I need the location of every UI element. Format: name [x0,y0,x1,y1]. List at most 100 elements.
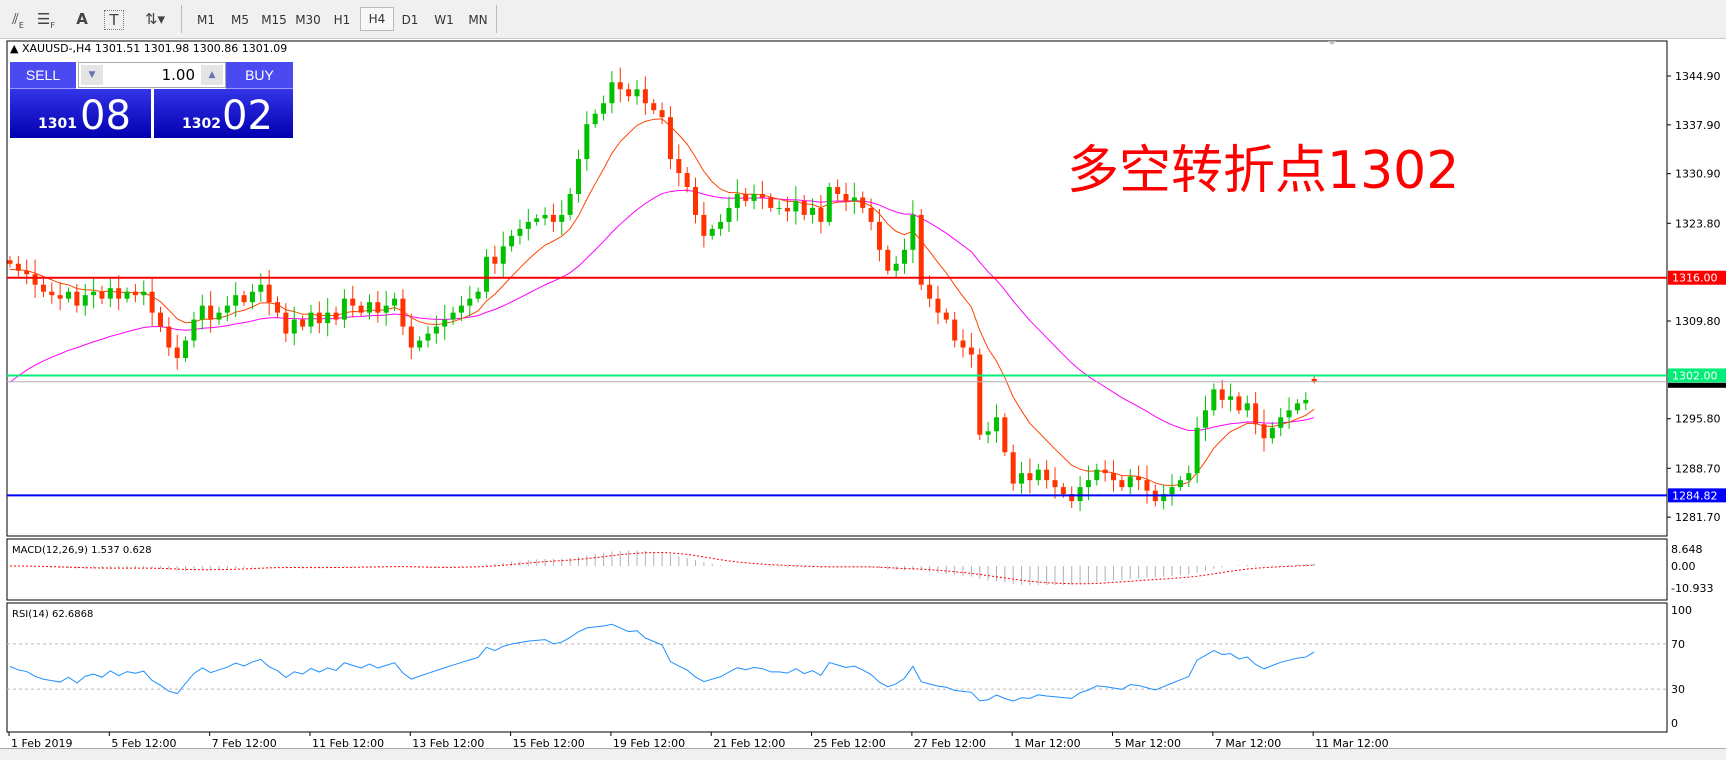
buy-button[interactable]: BUY [226,62,293,89]
candle [116,275,122,311]
arrows-dropdown-icon[interactable]: ⇅▾ [144,10,166,28]
candle [224,296,230,322]
candle [216,306,222,325]
candle [843,182,849,211]
candle [316,301,322,334]
rsi-label: RSI(14) 62.6868 [12,609,93,620]
candle [1144,465,1150,504]
chart-canvas[interactable]: 1344.90 1337.90 1330.90 1323.80 1309.80 1295.… [0,38,1726,748]
support-line-label: 1284.82 [1672,489,1718,502]
candle [492,245,498,274]
candle-body [960,340,966,348]
candle-body [91,291,97,296]
candle [249,284,255,310]
candle [567,188,573,221]
candle [1177,475,1183,491]
candle-body [484,256,490,292]
timeframe-mn[interactable]: MN [468,13,488,27]
buy-price[interactable]: 1302 02 [154,89,293,138]
price-axis-label: 1288.70 [1675,462,1721,475]
ma-slow-line [9,189,1315,432]
price-axis-label: 1337.90 [1675,119,1721,132]
candle [1019,461,1025,494]
rsi-pane [6,602,1668,733]
candle-body [1077,487,1083,502]
candle [275,296,281,318]
candle-body [810,207,816,215]
timeframe-m5[interactable]: M5 [231,13,249,27]
candle-body [417,340,423,348]
candle [392,292,398,311]
timeframe-m30[interactable]: M30 [295,13,321,27]
candle-body [149,291,155,313]
time-axis-label: 1 Mar 12:00 [1014,737,1080,748]
candle-body [375,302,381,313]
candle-body [82,295,88,306]
candle [375,290,381,323]
candle [283,303,289,343]
rsi-axis-label: 0 [1671,717,1678,730]
candle [1169,474,1175,506]
candle-body [1169,487,1175,495]
candle-body [567,193,573,215]
time-axis-label: 7 Mar 12:00 [1215,737,1281,748]
text-icon[interactable]: A [76,10,88,28]
candle [709,224,715,240]
timeframe-h4[interactable]: H4 [360,7,394,31]
timeframe-m15[interactable]: M15 [261,13,287,27]
sell-button[interactable]: SELL [10,62,76,89]
candle-body [918,214,924,285]
candle [442,304,448,340]
fibonacci-icon[interactable]: ☰F [36,10,56,30]
text-label-icon[interactable]: T [104,10,124,30]
candle-body [910,214,916,250]
candle [684,167,690,193]
candle [1261,409,1267,452]
toolbar-separator [181,5,182,33]
lot-value[interactable]: 1.00 [161,66,195,84]
candle-body [651,103,657,111]
candle [1186,465,1192,488]
timeframe-w1[interactable]: W1 [434,13,454,27]
candle [450,306,456,325]
candle [1211,383,1217,416]
candle [667,106,673,170]
sell-price[interactable]: 1301 08 [10,89,151,138]
candle [977,348,983,441]
resistance-line-label-bg [1668,270,1726,285]
candle-body [667,117,673,160]
candle [960,329,966,358]
time-axis-label: 15 Feb 12:00 [513,737,585,748]
chart-annotation-text[interactable]: 多空转折点1302 [1067,141,1460,201]
candle [818,195,824,234]
candle-body [241,295,247,303]
equidistant-channel-icon[interactable]: ⫽E [12,10,24,30]
candle-body [283,312,289,334]
lot-increase-button[interactable]: ▲ [201,65,223,85]
candle-body [609,82,615,104]
candle-body [1236,396,1242,411]
chart-tabs-bar [0,748,1726,760]
candle [24,259,30,285]
current-price-label [1668,382,1726,388]
candle-body [199,305,205,320]
buy-price-pips: 02 [222,93,273,139]
candle [534,214,540,226]
lot-size-input[interactable]: ▼ 1.00 ▲ [78,62,226,88]
candle-body [1202,410,1208,428]
candle-body [1194,427,1200,474]
timeframe-d1[interactable]: D1 [401,13,419,27]
sell-price-major: 1301 [38,116,77,132]
candle-body [15,263,21,271]
candle [208,290,214,333]
resistance-line-label: 1316.00 [1672,272,1718,285]
lot-decrease-button[interactable]: ▼ [81,65,103,85]
candle-body [617,82,623,90]
timeframe-h1[interactable]: H1 [333,13,351,27]
candle [525,208,531,241]
candle-body [893,263,899,271]
candle-body [99,291,105,299]
candle-body [275,302,281,313]
candle [968,332,974,368]
timeframe-m1[interactable]: M1 [197,13,215,27]
